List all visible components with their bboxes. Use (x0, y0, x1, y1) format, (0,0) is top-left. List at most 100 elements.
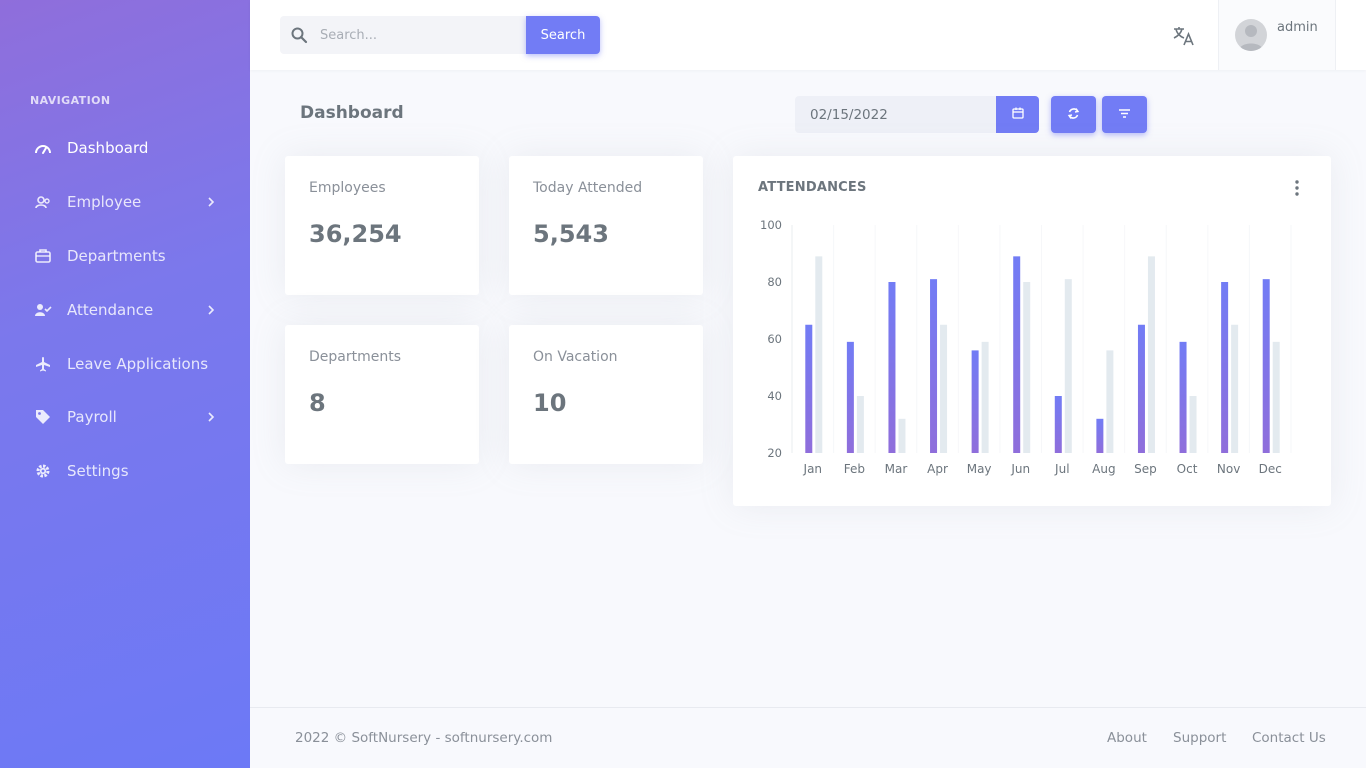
user-check-icon (34, 301, 52, 319)
x-tick-label: Jul (1054, 462, 1069, 476)
x-tick-label: Jan (803, 462, 823, 476)
x-tick-label: Mar (885, 462, 908, 476)
more-options-icon[interactable] (1289, 178, 1305, 198)
bar-series-2-apr[interactable] (940, 324, 948, 453)
sidebar-item-label: Payroll (67, 408, 117, 426)
filter-icon (1118, 107, 1131, 122)
y-tick-label: 20 (767, 446, 782, 460)
sidebar-item-settings[interactable]: Settings (0, 453, 250, 489)
sidebar-item-label: Departments (67, 247, 166, 265)
x-tick-label: Nov (1217, 462, 1240, 476)
bar-series-1-jul[interactable] (1054, 396, 1062, 453)
bar-series-1-jun[interactable] (1013, 256, 1021, 453)
sidebar-item-label: Attendance (67, 301, 154, 319)
stat-value: 8 (309, 389, 326, 417)
search-button[interactable]: Search (526, 16, 600, 54)
footer-link-contact[interactable]: Contact Us (1252, 730, 1326, 746)
bar-series-2-aug[interactable] (1106, 350, 1114, 453)
briefcase-icon (34, 247, 52, 265)
gear-icon (34, 462, 52, 480)
x-tick-label: Aug (1092, 462, 1115, 476)
sidebar: NAVIGATION Dashboard Employee Department… (0, 0, 250, 768)
sidebar-item-departments[interactable]: Departments (0, 238, 250, 274)
tag-icon (34, 408, 52, 426)
chevron-right-icon (204, 195, 218, 209)
footer-link-about[interactable]: About (1107, 730, 1147, 746)
calendar-icon (1011, 107, 1024, 122)
stat-card-today-attended: Today Attended 5,543 (509, 156, 703, 295)
sidebar-item-label: Leave Applications (67, 355, 209, 373)
filter-button[interactable] (1102, 96, 1147, 133)
bar-series-1-dec[interactable] (1262, 279, 1270, 453)
bar-series-2-oct[interactable] (1189, 396, 1197, 453)
bar-series-1-nov[interactable] (1221, 282, 1229, 453)
stat-title: On Vacation (533, 349, 618, 365)
x-tick-label: Jun (1010, 462, 1030, 476)
bar-series-2-jul[interactable] (1064, 279, 1072, 453)
stat-card-employees: Employees 36,254 (285, 156, 479, 295)
footer-copyright: 2022 © SoftNursery - softnursery.com (295, 730, 553, 746)
nav-heading: NAVIGATION (30, 94, 111, 107)
sidebar-item-label: Settings (67, 462, 129, 480)
translate-icon[interactable] (1172, 24, 1196, 48)
sidebar-item-dashboard[interactable]: Dashboard (0, 130, 250, 166)
bar-series-2-dec[interactable] (1272, 341, 1280, 453)
x-tick-label: Apr (927, 462, 948, 476)
x-tick-label: Oct (1177, 462, 1198, 476)
attendance-chart-card: ATTENDANCES 100 80 60 40 20 Jan Feb Mar Apr May Ju… (733, 156, 1331, 506)
bar-series-1-apr[interactable] (930, 279, 938, 453)
attendance-bar-chart: 100 80 60 40 20 Jan Feb Mar Apr May Jun Jul Aug Sep Oc… (760, 218, 1292, 476)
bar-series-2-jan[interactable] (815, 256, 823, 453)
sidebar-item-label: Dashboard (67, 139, 149, 157)
stat-value: 36,254 (309, 220, 402, 248)
bar-series-1-oct[interactable] (1179, 341, 1187, 453)
user-menu[interactable]: admin (1218, 0, 1336, 70)
page-title: Dashboard (300, 103, 404, 123)
avatar (1235, 19, 1267, 51)
search-icon (290, 26, 308, 44)
stat-value: 5,543 (533, 220, 609, 248)
y-tick-label: 100 (760, 218, 782, 232)
bar-series-1-jan[interactable] (805, 324, 813, 453)
stat-title: Today Attended (533, 180, 643, 196)
bar-series-1-aug[interactable] (1096, 418, 1104, 453)
bar-series-2-feb[interactable] (856, 396, 864, 453)
topbar: Search admin (250, 0, 1366, 70)
speedometer-icon (34, 139, 52, 157)
y-tick-label: 80 (767, 275, 782, 289)
x-tick-label: Dec (1259, 462, 1282, 476)
username: admin (1277, 20, 1318, 35)
chevron-right-icon (204, 303, 218, 317)
search-input[interactable] (320, 16, 520, 54)
sidebar-item-leave-applications[interactable]: Leave Applications (0, 346, 250, 382)
footer-link-support[interactable]: Support (1173, 730, 1227, 746)
bar-series-1-may[interactable] (971, 350, 979, 453)
sidebar-item-payroll[interactable]: Payroll (0, 399, 250, 435)
x-tick-label: Feb (844, 462, 865, 476)
refresh-button[interactable] (1051, 96, 1096, 133)
x-tick-label: May (967, 462, 992, 476)
chevron-right-icon (204, 410, 218, 424)
bar-series-1-sep[interactable] (1137, 324, 1145, 453)
stat-card-departments: Departments 8 (285, 325, 479, 464)
sidebar-item-label: Employee (67, 193, 142, 211)
bar-series-2-nov[interactable] (1231, 324, 1239, 453)
y-tick-label: 60 (767, 332, 782, 346)
stat-title: Departments (309, 349, 402, 365)
bar-series-2-mar[interactable] (898, 418, 906, 453)
refresh-icon (1067, 107, 1080, 123)
bar-series-1-mar[interactable] (888, 282, 896, 453)
bar-series-1-feb[interactable] (846, 341, 854, 453)
bar-series-2-sep[interactable] (1147, 256, 1155, 453)
footer: 2022 © SoftNursery - softnursery.com Abo… (250, 707, 1366, 768)
search-box (280, 16, 526, 54)
stat-title: Employees (309, 180, 386, 196)
sidebar-item-employee[interactable]: Employee (0, 184, 250, 220)
users-icon (34, 193, 52, 211)
bar-series-2-jun[interactable] (1023, 282, 1031, 453)
airplane-icon (34, 355, 52, 373)
date-field[interactable] (795, 96, 997, 133)
sidebar-item-attendance[interactable]: Attendance (0, 292, 250, 328)
bar-series-2-may[interactable] (981, 341, 989, 453)
calendar-button[interactable] (996, 96, 1039, 133)
